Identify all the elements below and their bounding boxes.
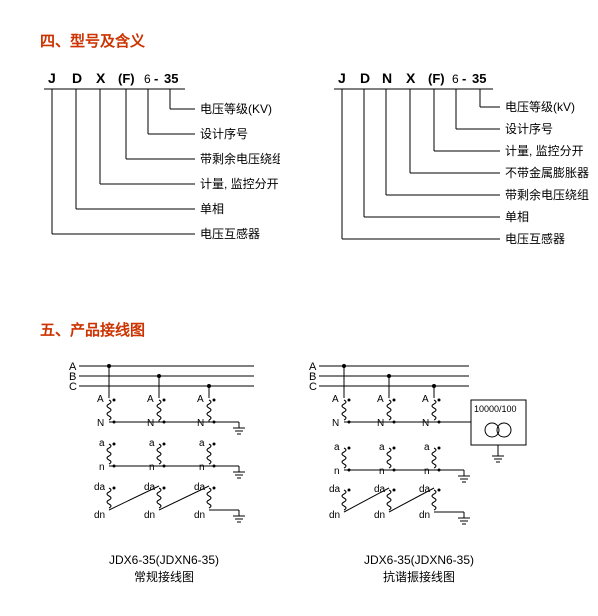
code-F: (F) <box>428 71 445 86</box>
term-A: A <box>332 394 339 405</box>
labelB-1: 设计序号 <box>505 121 553 136</box>
term-a: a <box>424 442 430 453</box>
code-dash: - <box>154 71 158 86</box>
term-n: n <box>149 462 155 473</box>
term-dn: dn <box>194 510 205 521</box>
labelB-3: 不带金属膨胀器 <box>505 165 589 180</box>
term-N: N <box>197 418 204 429</box>
term-N: N <box>377 418 384 429</box>
label-residual: 带剩余电压绕组 <box>200 151 280 166</box>
term-A: A <box>422 394 429 405</box>
code-N: N <box>382 70 392 86</box>
code-6: 6 <box>452 72 459 86</box>
term-A: A <box>97 394 104 405</box>
caption-line1: JDX6-35(JDXN6-35) <box>364 553 474 567</box>
model-block-jdnx: J D N X (F) 6 - 35 电压等级(kV) 设计序号 计量, 监控分… <box>330 69 590 289</box>
term-A: A <box>147 394 154 405</box>
label-vt: 电压互感器 <box>200 226 260 241</box>
model-explain-row: J D X (F) 6 - 35 电压等级(KV) 设计序号 带剩余电压绕组 <box>40 69 558 289</box>
code-D: D <box>360 70 370 86</box>
label-metering: 计量, 监控分开 <box>200 177 279 191</box>
term-n: n <box>99 462 105 473</box>
term-a: a <box>379 442 385 453</box>
code-F: (F) <box>118 71 135 86</box>
code-J: J <box>338 70 346 86</box>
term-n: n <box>334 466 340 477</box>
phase-C: C <box>309 381 317 393</box>
model-diagram-jdnx: J D N X (F) 6 - 35 电压等级(kV) 设计序号 计量, 监控分… <box>330 69 590 289</box>
section4-title: 四、型号及含义 <box>40 30 558 51</box>
term-da: da <box>144 482 156 493</box>
term-dn: dn <box>419 510 430 521</box>
code-D: D <box>72 70 82 86</box>
label-voltage: 电压等级(KV) <box>200 102 272 116</box>
wiring-row: A B C A <box>40 358 558 586</box>
model-diagram-jdx: J D X (F) 6 - 35 电压等级(KV) 设计序号 带剩余电压绕组 <box>40 69 280 269</box>
section5-title: 五、产品接线图 <box>40 319 558 340</box>
labelB-6: 电压互感器 <box>505 231 565 246</box>
ratio-label: 10000/100 <box>474 404 517 414</box>
term-n: n <box>424 466 430 477</box>
caption-line1: JDX6-35(JDXN6-35) <box>109 553 219 567</box>
term-dn: dn <box>144 510 155 521</box>
term-N: N <box>97 418 104 429</box>
wiring-caption-a: JDX6-35(JDXN6-35) 常规接线图 <box>64 552 264 586</box>
phase-C: C <box>69 381 77 393</box>
term-A: A <box>197 394 204 405</box>
term-n: n <box>199 462 205 473</box>
code-dash: - <box>462 71 466 86</box>
labelB-5: 单相 <box>505 210 529 224</box>
code-J: J <box>48 70 56 86</box>
label-design: 设计序号 <box>200 126 248 141</box>
label-single: 单相 <box>200 202 224 216</box>
term-N: N <box>422 418 429 429</box>
labelB-2: 计量, 监控分开 <box>505 144 584 158</box>
term-A: A <box>377 394 384 405</box>
wiring-diagram-conventional: A B C A <box>64 358 264 548</box>
term-a: a <box>99 438 105 449</box>
term-da: da <box>94 482 106 493</box>
code-35: 35 <box>164 71 178 86</box>
term-da: da <box>194 482 206 493</box>
term-a: a <box>334 442 340 453</box>
term-a: a <box>149 438 155 449</box>
term-dn: dn <box>94 510 105 521</box>
code-35: 35 <box>472 71 486 86</box>
caption-line2: 抗谐振接线图 <box>383 570 455 584</box>
wiring-diagram-antiresonance: A B C A N A N A N 10000/100 <box>304 358 534 548</box>
caption-line2: 常规接线图 <box>134 570 194 584</box>
labelB-4: 带剩余电压绕组 <box>505 187 589 202</box>
wiring-block-conventional: A B C A <box>64 358 264 586</box>
term-da: da <box>329 484 341 495</box>
term-dn: dn <box>329 510 340 521</box>
code-X: X <box>406 70 416 86</box>
term-dn: dn <box>374 510 385 521</box>
model-block-jdx: J D X (F) 6 - 35 电压等级(KV) 设计序号 带剩余电压绕组 <box>40 69 280 289</box>
code-6: 6 <box>144 72 151 86</box>
term-N: N <box>332 418 339 429</box>
term-N: N <box>147 418 154 429</box>
term-n: n <box>379 466 385 477</box>
term-a: a <box>199 438 205 449</box>
pt-column <box>107 364 211 398</box>
wiring-block-antiresonance: A B C A N A N A N 10000/100 <box>304 358 534 586</box>
wiring-caption-b: JDX6-35(JDXN6-35) 抗谐振接线图 <box>304 552 534 586</box>
code-X: X <box>96 70 106 86</box>
labelB-0: 电压等级(kV) <box>505 100 575 114</box>
